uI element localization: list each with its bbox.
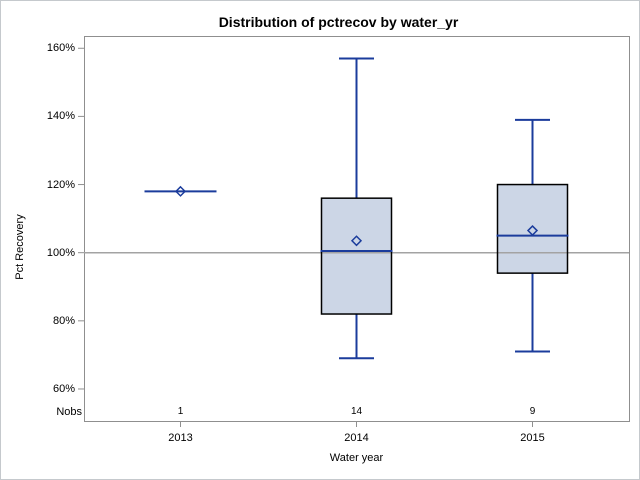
- x-tick-label: 2015: [520, 432, 545, 444]
- y-tick-label: 160%: [46, 42, 75, 55]
- x-tick-label: 2014: [344, 432, 369, 444]
- mean-diamond: [174, 185, 187, 197]
- nobs-value: 14: [350, 406, 363, 417]
- chart-title: Distribution of pctrecov by water_yr: [218, 14, 459, 30]
- y-tick-label: 120%: [46, 178, 75, 191]
- y-tick-label: 140%: [46, 110, 75, 123]
- x-axis-title: Water year: [329, 452, 384, 464]
- y-tick-label: 60%: [52, 382, 75, 395]
- nobs-row-label: Nobs: [56, 406, 82, 418]
- box-border: [496, 183, 569, 274]
- x-tick-label: 2013: [168, 432, 193, 444]
- box-fill: [497, 184, 568, 274]
- mean-diamond: [350, 235, 363, 247]
- nobs-value: 9: [529, 406, 536, 417]
- nobs-value: 1: [177, 406, 184, 417]
- box-fill: [321, 198, 392, 315]
- box-border: [320, 197, 393, 315]
- mean-diamond: [526, 224, 539, 237]
- y-tick-label: 80%: [52, 314, 75, 327]
- y-tick-label: 100%: [46, 246, 75, 259]
